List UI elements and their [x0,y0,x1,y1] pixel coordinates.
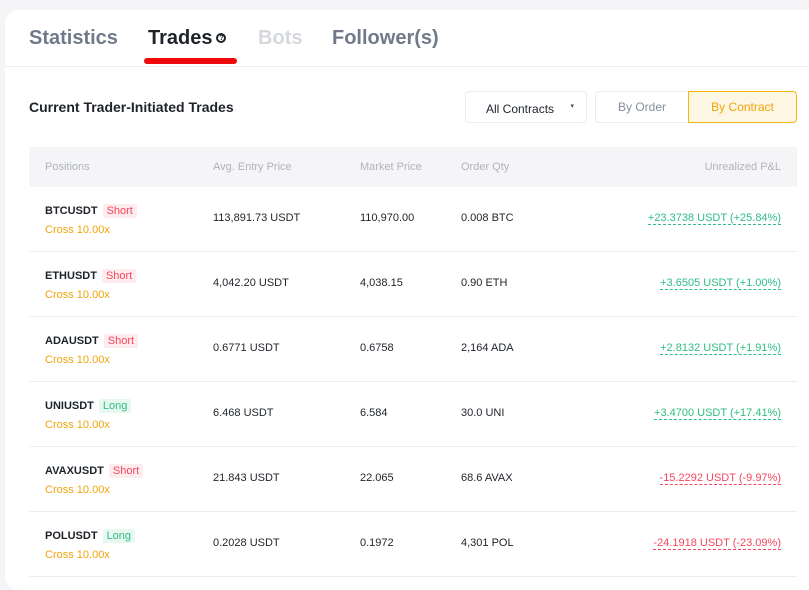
symbol[interactable]: AVAXUSDT Short [45,464,144,478]
leverage: Cross 10.00x [45,354,110,366]
caret-down-icon: ▾ [570,103,574,110]
unrealized-pnl[interactable]: +23.3738 USDT (+25.84%) [647,212,781,225]
by-contract-button[interactable]: By Contract [688,91,797,123]
unrealized-pnl[interactable]: +3.6505 USDT (+1.00%) [660,277,781,290]
entry-price: 0.6771 USDT [213,342,280,354]
tab-trades-label: Trades [148,27,213,49]
contracts-select[interactable]: All Contracts ▾ [465,91,587,123]
table-row: UNIUSDT Long Cross 10.00x 6.468 USDT 6.58… [29,382,797,447]
entry-price: 21.843 USDT [213,472,280,484]
order-qty: 68.6 AVAX [461,472,513,484]
unrealized-pnl[interactable]: +2.8132 USDT (+1.91%) [660,342,781,355]
leverage: Cross 10.00x [45,549,110,561]
symbol[interactable]: ADAUSDT Short [45,334,139,348]
symbol-label: ETHUSDT [45,270,97,282]
col-unrealized-pnl: Unrealized P&L [704,161,781,173]
leverage: Cross 10.00x [45,419,110,431]
entry-price: 113,891.73 USDT [213,212,301,224]
side-badge: Long [102,529,136,543]
market-price: 0.1972 [360,537,394,549]
order-qty: 0.90 ETH [461,277,508,289]
table-row: ETHUSDT Short Cross 10.00x 4,042.20 USDT … [29,252,797,317]
symbol[interactable]: UNIUSDT Long [45,399,132,413]
trades-card: Statistics Trades? Bots Follower(s) Curr… [5,10,809,590]
order-qty: 30.0 UNI [461,407,505,419]
table-row: ADAUSDT Short Cross 10.00x 0.6771 USDT 0.… [29,317,797,382]
col-market-price: Market Price [360,161,422,173]
contracts-select-value: All Contracts [486,102,555,116]
symbol-label: AVAXUSDT [45,465,104,477]
order-qty: 4,301 POL [461,537,514,549]
table-header: Positions Avg. Entry Price Market Price … [29,147,797,187]
tab-bots[interactable]: Bots [258,27,303,49]
entry-price: 6.468 USDT [213,407,274,419]
market-price: 4,038.15 [360,277,403,289]
entry-price: 4,042.20 USDT [213,277,289,289]
symbol-label: UNIUSDT [45,400,94,412]
symbol-label: ADAUSDT [45,335,99,347]
order-qty: 2,164 ADA [461,342,514,354]
leverage: Cross 10.00x [45,484,110,496]
col-order-qty: Order Qty [461,161,510,173]
side-badge: Short [108,464,144,478]
market-price: 110,970.00 [360,212,415,224]
tab-followers[interactable]: Follower(s) [332,27,439,49]
table-row: BTCUSDT Short Cross 10.00x 113,891.73 USD… [29,187,797,252]
col-entry-price: Avg. Entry Price [213,161,292,173]
symbol-label: POLUSDT [45,530,98,542]
side-badge: Long [98,399,132,413]
section-title: Current Trader-Initiated Trades [29,99,234,115]
active-tab-underline [144,58,237,64]
leverage: Cross 10.00x [45,224,110,236]
leverage: Cross 10.00x [45,289,110,301]
table-row: AVAXUSDT Short Cross 10.00x 21.843 USDT 2… [29,447,797,512]
symbol[interactable]: BTCUSDT Short [45,204,137,218]
unrealized-pnl[interactable]: -24.1918 USDT (-23.09%) [653,537,781,550]
side-badge: Short [101,269,137,283]
side-badge: Short [103,334,139,348]
order-qty: 0.008 BTC [461,212,514,224]
by-order-button[interactable]: By Order [595,91,689,123]
tab-trades[interactable]: Trades? [148,27,227,50]
side-badge: Short [102,204,137,218]
unrealized-pnl[interactable]: -15.2292 USDT (-9.97%) [659,472,781,485]
entry-price: 0.2028 USDT [213,537,280,549]
tab-statistics[interactable]: Statistics [29,27,118,49]
table-row: POLUSDT Long Cross 10.00x 0.2028 USDT 0.1… [29,512,797,577]
symbol-label: BTCUSDT [45,205,98,217]
market-price: 6.584 [360,407,388,419]
tab-bar: Statistics Trades? Bots Follower(s) [5,10,809,67]
market-price: 22.065 [360,472,394,484]
help-icon[interactable]: ? [216,33,227,43]
col-positions: Positions [45,161,90,173]
symbol[interactable]: ETHUSDT Short [45,269,137,283]
symbol[interactable]: POLUSDT Long [45,529,136,543]
unrealized-pnl[interactable]: +3.4700 USDT (+17.41%) [654,407,781,420]
market-price: 0.6758 [360,342,394,354]
